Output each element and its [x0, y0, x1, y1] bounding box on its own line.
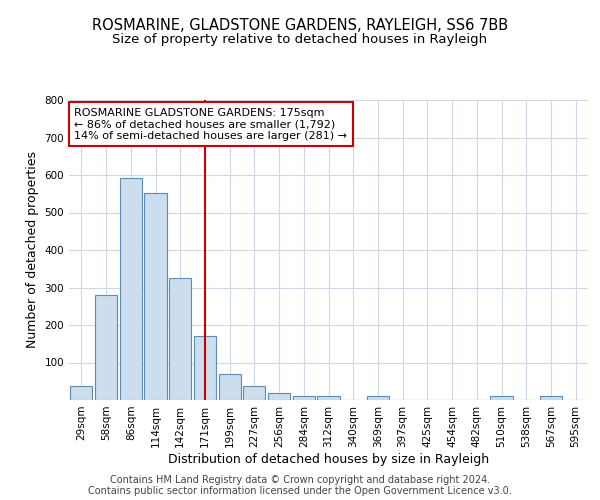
Bar	[169, 278, 191, 400]
Bar	[145, 193, 167, 400]
Bar	[95, 295, 117, 400]
Text: Size of property relative to detached houses in Rayleigh: Size of property relative to detached ho…	[112, 32, 488, 46]
X-axis label: Distribution of detached houses by size in Rayleigh: Distribution of detached houses by size …	[168, 452, 489, 466]
Bar	[268, 393, 290, 400]
Text: ROSMARINE, GLADSTONE GARDENS, RAYLEIGH, SS6 7BB: ROSMARINE, GLADSTONE GARDENS, RAYLEIGH, …	[92, 18, 508, 32]
Y-axis label: Number of detached properties: Number of detached properties	[26, 152, 39, 348]
Bar	[119, 178, 142, 400]
Bar	[70, 386, 92, 400]
Bar	[317, 396, 340, 400]
Bar	[540, 396, 562, 400]
Bar	[293, 396, 315, 400]
Bar	[218, 374, 241, 400]
Text: Contains public sector information licensed under the Open Government Licence v3: Contains public sector information licen…	[88, 486, 512, 496]
Text: ROSMARINE GLADSTONE GARDENS: 175sqm
← 86% of detached houses are smaller (1,792): ROSMARINE GLADSTONE GARDENS: 175sqm ← 86…	[74, 108, 347, 140]
Bar	[194, 336, 216, 400]
Text: Contains HM Land Registry data © Crown copyright and database right 2024.: Contains HM Land Registry data © Crown c…	[110, 475, 490, 485]
Bar	[490, 396, 512, 400]
Bar	[367, 396, 389, 400]
Bar	[243, 386, 265, 400]
